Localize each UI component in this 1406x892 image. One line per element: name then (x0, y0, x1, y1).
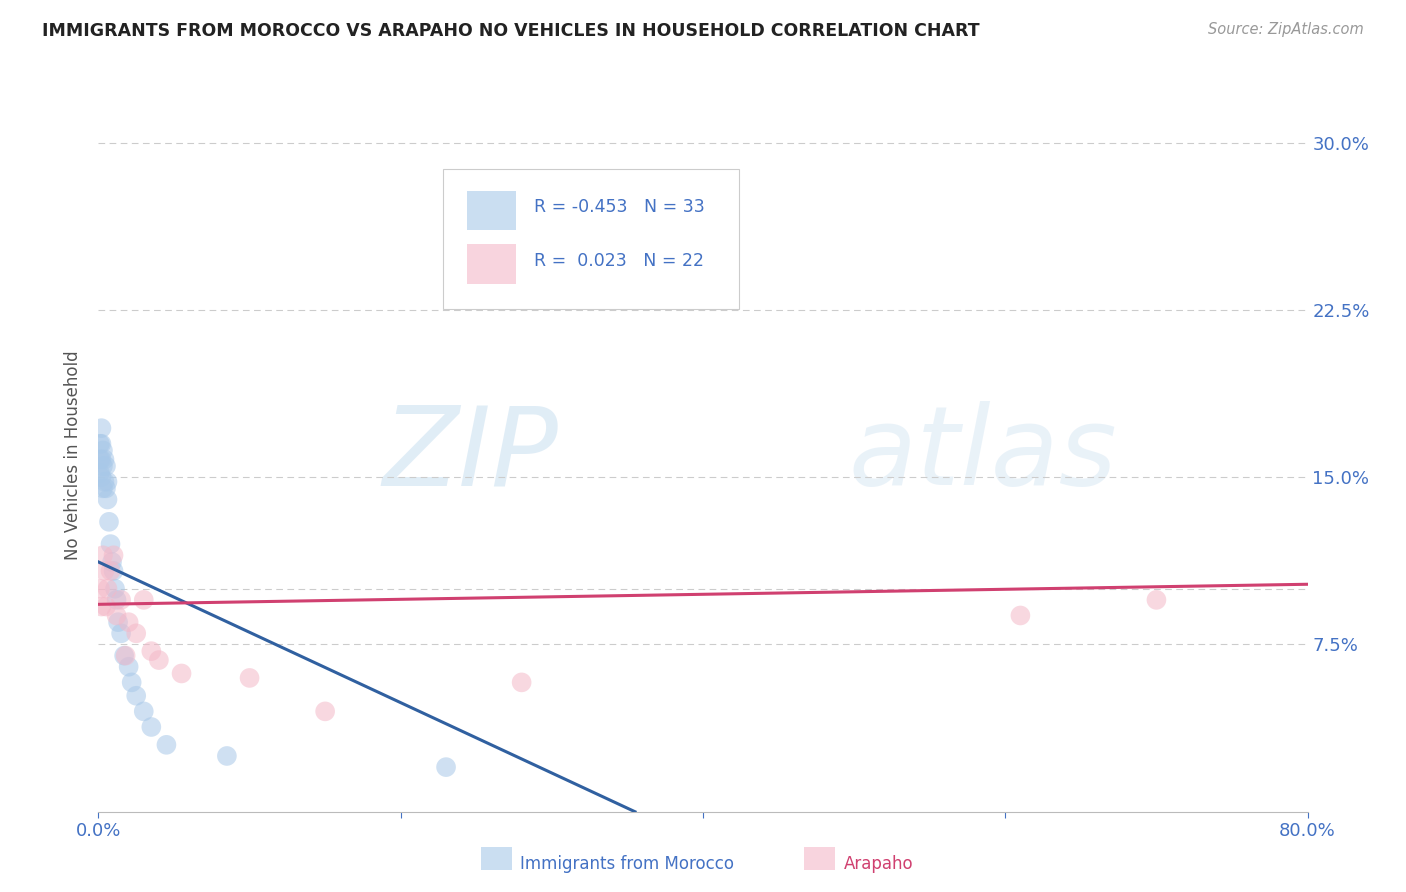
Y-axis label: No Vehicles in Household: No Vehicles in Household (65, 350, 83, 560)
Point (125, 626, 148, 640)
Point (1010, 608, 1032, 623)
Bar (467, 191, 516, 230)
Point (1144, 592, 1167, 607)
Point (434, 760, 457, 774)
Point (104, 582, 127, 596)
Point (125, 689, 148, 703)
Point (90, 436, 112, 450)
Point (90, 452, 112, 467)
Point (105, 592, 128, 607)
Bar (467, 244, 516, 284)
Point (100, 564, 122, 578)
Point (103, 564, 125, 578)
Point (132, 705, 155, 719)
Point (93, 475, 115, 489)
Point (89, 582, 111, 596)
Point (118, 660, 141, 674)
Text: Source: ZipAtlas.com: Source: ZipAtlas.com (1208, 22, 1364, 37)
Point (112, 648, 135, 663)
Point (91, 459, 114, 474)
Point (105, 608, 128, 623)
Point (94, 599, 117, 614)
Point (121, 675, 143, 690)
Point (91, 482, 114, 496)
Text: Immigrants from Morocco: Immigrants from Morocco (520, 855, 734, 873)
Point (132, 592, 155, 607)
Text: ZIP: ZIP (382, 401, 558, 508)
Point (148, 653, 170, 667)
Point (517, 202, 540, 217)
Point (96, 582, 118, 596)
Point (118, 615, 141, 630)
Point (100, 537, 122, 551)
Point (215, 749, 238, 764)
Point (110, 592, 132, 607)
Point (239, 671, 262, 685)
Point (94, 482, 117, 496)
Point (107, 615, 129, 630)
Point (89, 436, 111, 450)
Point (90, 470, 112, 484)
Point (90, 421, 112, 435)
FancyBboxPatch shape (443, 169, 740, 309)
Point (141, 644, 163, 658)
Point (96, 492, 118, 507)
Point (89, 452, 111, 467)
Point (314, 705, 336, 719)
Point (90, 599, 112, 614)
Point (89, 466, 111, 480)
Point (170, 666, 193, 681)
Point (96, 475, 118, 489)
Point (98, 515, 121, 529)
Point (94, 459, 117, 474)
Point (141, 720, 163, 734)
Point (93, 452, 115, 467)
Point (91, 443, 114, 458)
Point (114, 648, 136, 663)
Text: IMMIGRANTS FROM MOROCCO VS ARAPAHO NO VEHICLES IN HOUSEHOLD CORRELATION CHART: IMMIGRANTS FROM MOROCCO VS ARAPAHO NO VE… (42, 22, 980, 40)
Point (155, 738, 177, 752)
Text: atlas: atlas (848, 401, 1116, 508)
Point (93, 564, 115, 578)
Point (101, 555, 124, 569)
Text: R = -0.453   N = 33: R = -0.453 N = 33 (534, 198, 704, 216)
Point (91, 548, 114, 563)
Point (110, 626, 132, 640)
Point (103, 548, 125, 563)
Point (510, 675, 533, 690)
Text: Arapaho: Arapaho (844, 855, 914, 873)
Text: R =  0.023   N = 22: R = 0.023 N = 22 (534, 252, 704, 269)
